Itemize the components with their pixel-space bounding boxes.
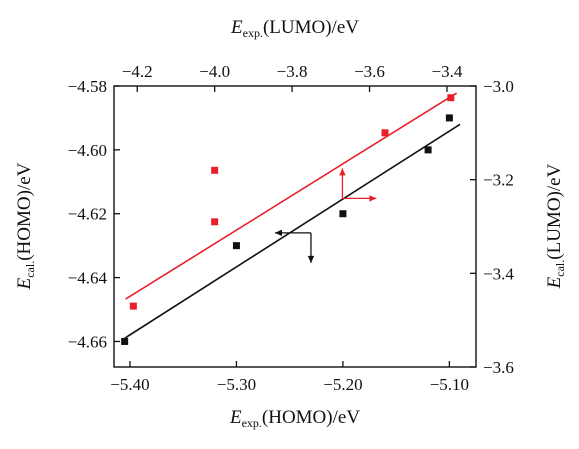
right-tick-label: −3.6	[483, 358, 514, 377]
axis-indicator-2-vertical	[339, 168, 346, 199]
right-tick-label: −3.2	[483, 171, 514, 190]
axis-indicators	[274, 168, 377, 263]
plot-frame	[113, 85, 477, 368]
tick-layer: −5.40 −5.30 −5.20 −5.10 −4.2 −4.0 −3.8 −3.6 −3.4…	[68, 62, 515, 394]
left-tick-label: −4.58	[68, 77, 107, 96]
data-point-series-1	[232, 242, 240, 250]
data-point-series-2	[381, 129, 389, 137]
right-tick-label: −3.0	[483, 77, 514, 96]
data-point-series-1	[339, 210, 347, 218]
top-tick-label: −4.0	[199, 62, 230, 81]
left-axis-title: Ecal.(HOMO)/eV	[14, 162, 37, 290]
data-point-series-2	[129, 302, 137, 310]
fit-lines	[124, 92, 461, 339]
data-point-series-2	[211, 166, 219, 174]
left-tick-label: −4.62	[68, 205, 107, 224]
right-tick-label: −3.4	[483, 264, 514, 283]
left-tick-label: −4.64	[68, 269, 108, 288]
axis-titles: Eexp.(LUMO)/eV Eexp.(HOMO)/eV Ecal.(HOMO)/…	[14, 17, 567, 430]
left-tick-label: −4.66	[68, 332, 107, 351]
data-point-series-2	[447, 94, 455, 102]
bottom-axis-title: Eexp.(HOMO)/eV	[229, 407, 360, 430]
top-tick-label: −3.6	[354, 62, 385, 81]
axis-indicator-1-vertical	[307, 232, 315, 263]
axis-indicator-2-horizontal	[342, 195, 377, 202]
data-points	[121, 94, 455, 345]
top-tick-label: −4.2	[122, 62, 153, 81]
fit-line-1	[124, 123, 461, 339]
bottom-tick-label: −5.10	[430, 375, 469, 394]
left-tick-label: −4.60	[68, 141, 107, 160]
axis-indicator-1-horizontal	[274, 229, 311, 237]
data-point-series-1	[121, 337, 129, 345]
bottom-tick-label: −5.30	[217, 375, 256, 394]
top-tick-label: −3.8	[277, 62, 308, 81]
data-point-series-1	[445, 114, 453, 122]
bottom-tick-label: −5.20	[323, 375, 362, 394]
fit-line-2	[125, 92, 458, 300]
right-axis-title: Ecal.(LUMO)/eV	[544, 163, 567, 289]
data-point-series-2	[211, 218, 219, 226]
data-point-series-1	[424, 146, 432, 154]
top-axis-title: Eexp.(LUMO)/eV	[230, 17, 359, 40]
bottom-tick-label: −5.40	[110, 375, 149, 394]
top-tick-label: −3.4	[432, 62, 463, 81]
